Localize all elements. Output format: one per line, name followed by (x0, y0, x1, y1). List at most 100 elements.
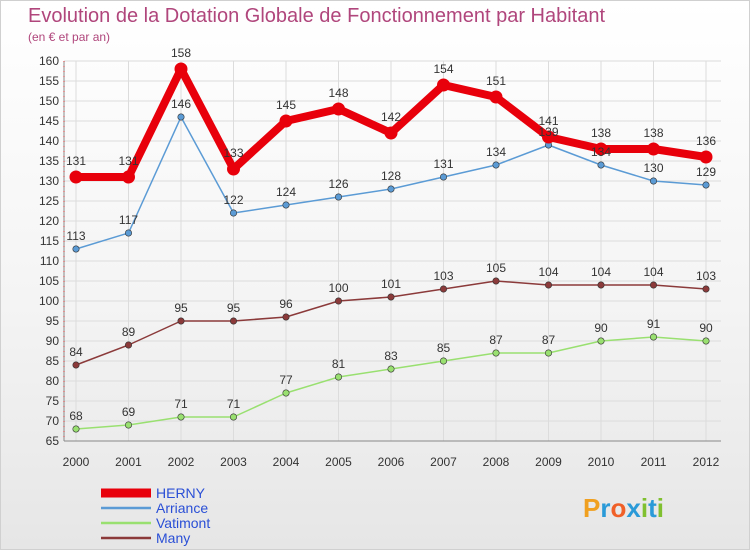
data-point-vatimont (72, 425, 80, 433)
data-point-vatimont (387, 365, 395, 373)
data-label-arriance: 129 (696, 165, 716, 179)
data-label-many: 100 (328, 281, 348, 295)
y-tick-label: 110 (40, 254, 59, 268)
data-label-arriance: 113 (66, 229, 85, 243)
data-point-vatimont (649, 333, 657, 341)
data-label-arriance: 134 (591, 145, 611, 159)
data-point-many (334, 297, 342, 305)
data-label-many: 105 (486, 261, 506, 275)
data-label-vatimont: 81 (332, 357, 346, 371)
data-label-many: 101 (381, 277, 401, 291)
y-tick-label: 150 (39, 94, 59, 108)
y-tick-label: 100 (39, 294, 59, 308)
chart-title: Evolution de la Dotation Globale de Fonc… (28, 5, 605, 27)
data-label-herny: 138 (591, 126, 611, 140)
legend-label-herny: HERNY (156, 485, 206, 501)
legend-label-arriance: Arriance (156, 500, 208, 516)
data-point-arriance (492, 161, 500, 169)
legend-label-many: Many (156, 530, 190, 546)
data-label-vatimont: 69 (122, 405, 136, 419)
data-label-herny: 148 (328, 86, 348, 100)
logo-letter: P (583, 493, 600, 523)
data-label-herny: 142 (381, 110, 401, 124)
data-point-vatimont (702, 337, 710, 345)
data-label-arriance: 130 (643, 161, 663, 175)
data-point-vatimont (334, 373, 342, 381)
x-tick-label: 2003 (220, 455, 247, 469)
data-point-herny (332, 102, 345, 116)
y-tick-label: 65 (46, 434, 60, 448)
grid (64, 60, 721, 442)
data-point-herny (699, 150, 713, 164)
data-point-many (282, 313, 290, 321)
data-label-many: 104 (643, 265, 663, 279)
data-label-herny: 133 (223, 146, 243, 160)
data-point-arriance (282, 201, 290, 209)
data-label-arriance: 126 (328, 177, 348, 191)
x-tick-label: 2009 (535, 455, 562, 469)
x-tick-label: 2011 (641, 455, 667, 469)
logo-letter: r (600, 493, 610, 523)
data-point-herny (647, 142, 660, 156)
y-tick-label: 85 (46, 354, 60, 368)
data-label-arriance: 128 (381, 169, 401, 183)
data-label-many: 89 (122, 325, 136, 339)
logo-letter: i (641, 493, 648, 523)
data-label-many: 95 (227, 301, 241, 315)
y-tick-label: 160 (39, 54, 59, 68)
chart-subtitle: (en € et par an) (28, 30, 110, 44)
y-tick-label: 135 (39, 154, 59, 168)
y-tick-label: 95 (46, 314, 60, 328)
y-tick-label: 90 (46, 334, 60, 348)
data-point-vatimont (544, 349, 552, 357)
data-label-arriance: 134 (486, 145, 506, 159)
data-label-herny: 145 (276, 98, 296, 112)
data-label-vatimont: 87 (489, 333, 503, 347)
data-point-arriance (649, 177, 657, 185)
proxiti-logo: Proxiti (583, 493, 664, 523)
data-label-arriance: 131 (433, 157, 453, 171)
data-label-herny: 151 (486, 74, 506, 88)
x-tick-label: 2007 (430, 455, 457, 469)
data-label-arriance: 139 (538, 125, 558, 139)
data-label-vatimont: 68 (69, 409, 83, 423)
data-point-vatimont (597, 337, 605, 345)
data-point-many (387, 293, 395, 301)
data-point-arriance (125, 229, 133, 237)
data-label-herny: 131 (118, 154, 138, 168)
data-point-vatimont (492, 349, 500, 357)
data-label-many: 104 (591, 265, 611, 279)
data-label-arriance: 117 (119, 213, 138, 227)
data-point-many (492, 277, 500, 285)
y-tick-label: 145 (39, 114, 59, 128)
x-tick-label: 2008 (483, 455, 510, 469)
y-tick-label: 105 (39, 274, 59, 288)
data-label-many: 84 (69, 345, 83, 359)
data-point-vatimont (439, 357, 447, 365)
x-tick-label: 2005 (325, 455, 352, 469)
data-point-many (439, 285, 447, 293)
data-point-many (544, 281, 552, 289)
data-label-herny: 136 (696, 134, 716, 148)
data-label-many: 103 (696, 269, 716, 283)
data-point-vatimont (125, 421, 133, 429)
data-point-vatimont (177, 413, 185, 421)
y-tick-label: 155 (39, 74, 59, 88)
data-point-many (649, 281, 657, 289)
data-label-many: 96 (279, 297, 293, 311)
data-point-arriance (230, 209, 238, 217)
data-point-arriance (72, 245, 80, 253)
data-label-vatimont: 91 (647, 317, 661, 331)
axes: 65 70 75 80 85 90 95 100 105 110 115 120 125 130 135 14… (39, 54, 721, 469)
data-point-herny (279, 114, 293, 128)
legend-label-vatimont: Vatimont (156, 515, 210, 531)
data-label-many: 104 (538, 265, 558, 279)
data-point-vatimont (230, 413, 238, 421)
data-label-vatimont: 90 (594, 321, 608, 335)
data-point-arriance (597, 161, 605, 169)
logo-letter: i (657, 493, 664, 523)
data-label-herny: 158 (171, 46, 191, 60)
